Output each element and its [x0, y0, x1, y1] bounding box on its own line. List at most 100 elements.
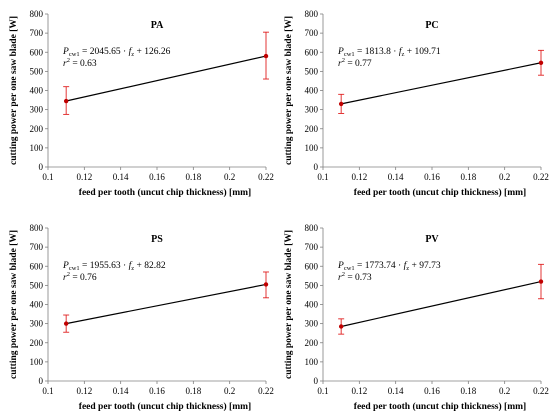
r-squared: r2 = 0.77	[338, 57, 372, 69]
x-tick-label: 0.22	[258, 172, 274, 182]
r2-var: r	[338, 59, 342, 69]
y-tick-label: 500	[305, 280, 319, 290]
eq-lhs: P	[62, 261, 69, 271]
data-point	[538, 279, 544, 284]
chart-panel-ps: 0 100 200 300 400 500 600 700 800 0.1 0.12 0.14 0.16…	[9, 223, 274, 412]
r2-sup: 2	[342, 57, 345, 64]
y-tick-label: 600	[30, 47, 44, 57]
y-tick-label: 200	[305, 124, 319, 134]
eq-var: f	[404, 260, 408, 271]
x-tick-label: 0.14	[388, 172, 404, 182]
r2-var: r	[63, 273, 67, 283]
x-tick-label: 0.16	[424, 386, 440, 396]
x-axis-title: feed per tooth (uncut chip thickness) [m…	[79, 401, 251, 412]
eq-rhs-b: + 126.26	[134, 47, 170, 57]
r2-sup: 2	[67, 271, 70, 278]
eq-rhs-b: + 82.82	[134, 261, 166, 271]
r2-rhs: = 0.73	[345, 273, 372, 283]
eq-lhs-sub: cw1	[344, 51, 355, 58]
y-tick-label: 200	[30, 338, 44, 348]
y-tick-label: 100	[30, 357, 44, 367]
data-point	[338, 324, 344, 329]
r2-sup: 2	[342, 271, 345, 278]
series-line	[341, 62, 542, 105]
x-axis-title: feed per tooth (uncut chip thickness) [m…	[79, 187, 251, 198]
x-tick-label: 0.22	[258, 386, 274, 396]
y-tick-label: 100	[30, 143, 44, 153]
x-tick-label: 0.12	[76, 172, 92, 182]
y-tick-label: 700	[30, 242, 44, 252]
x-axis-title: feed per tooth (uncut chip thickness) [m…	[354, 401, 526, 412]
eq-var: f	[129, 46, 133, 57]
y-tick-label: 800	[305, 223, 319, 233]
r2-sup: 2	[67, 57, 70, 64]
r2-rhs: = 0.63	[70, 59, 97, 69]
series-line	[66, 283, 267, 325]
eq-var-sub: z	[401, 51, 404, 58]
r2-var: r	[338, 273, 342, 283]
y-tick-label: 500	[30, 66, 44, 76]
y-tick-label: 300	[30, 105, 44, 115]
y-axis-title: cutting power per one saw blade [W]	[9, 16, 19, 165]
y-tick-label: 500	[30, 280, 44, 290]
eq-var-sub: z	[131, 265, 134, 272]
regression-equation: Pcw1 = 1955.63 · fz + 82.82	[62, 260, 166, 272]
x-tick-label: 0.1	[317, 172, 328, 182]
r2-rhs: = 0.77	[345, 59, 372, 69]
panel-title: PV	[425, 234, 439, 245]
eq-var: f	[399, 46, 403, 57]
x-tick-label: 0.12	[351, 386, 367, 396]
eq-lhs-sub: cw1	[344, 265, 355, 272]
chart-panel-pc: 0 100 200 300 400 500 600 700 800 0.1 0.12 0.14 0.16…	[284, 9, 549, 198]
x-tick-label: 0.1	[42, 386, 53, 396]
y-tick-label: 100	[305, 143, 319, 153]
x-tick-label: 0.22	[533, 386, 549, 396]
y-tick-label: 800	[305, 9, 319, 19]
x-tick-label: 0.18	[185, 386, 201, 396]
eq-lhs: P	[337, 261, 344, 271]
y-tick-label: 700	[305, 28, 319, 38]
x-tick-label: 0.14	[388, 386, 404, 396]
data-point	[538, 60, 544, 65]
y-tick-label: 0	[314, 162, 319, 172]
x-tick-label: 0.12	[76, 386, 92, 396]
x-tick-label: 0.12	[351, 172, 367, 182]
x-axis-title: feed per tooth (uncut chip thickness) [m…	[354, 187, 526, 198]
r2-rhs: = 0.76	[70, 273, 97, 283]
y-axis-title: cutting power per one saw blade [W]	[9, 230, 19, 379]
y-tick-label: 400	[305, 300, 319, 310]
regression-equation: Pcw1 = 1773.74 · fz + 97.73	[337, 260, 441, 272]
x-tick-label: 0.1	[42, 172, 53, 182]
eq-lhs: P	[337, 47, 344, 57]
data-point	[263, 53, 269, 59]
x-tick-label: 0.16	[424, 172, 440, 182]
y-tick-label: 600	[305, 47, 319, 57]
eq-var-sub: z	[406, 265, 409, 272]
y-tick-label: 400	[30, 86, 44, 96]
x-tick-label: 0.18	[185, 172, 201, 182]
y-tick-label: 800	[30, 9, 44, 19]
y-tick-label: 700	[305, 242, 319, 252]
y-tick-label: 500	[305, 66, 319, 76]
eq-rhs-a: = 2045.65 ·	[80, 47, 129, 57]
y-axis-title: cutting power per one saw blade [W]	[284, 16, 294, 165]
r2-var: r	[63, 59, 67, 69]
y-tick-label: 300	[305, 319, 319, 329]
x-tick-label: 0.14	[113, 172, 129, 182]
r-squared: r2 = 0.63	[63, 57, 97, 69]
y-tick-label: 700	[30, 28, 44, 38]
panel-title: PS	[151, 234, 163, 245]
x-tick-label: 0.16	[149, 386, 165, 396]
eq-rhs-a: = 1813.8 ·	[355, 47, 399, 57]
y-tick-label: 300	[305, 105, 319, 115]
regression-equation: Pcw1 = 2045.65 · fz + 126.26	[62, 46, 171, 58]
x-tick-label: 0.22	[533, 172, 549, 182]
x-tick-label: 0.18	[460, 386, 476, 396]
y-axis-title: cutting power per one saw blade [W]	[284, 230, 294, 379]
y-tick-label: 200	[30, 124, 44, 134]
eq-rhs-a: = 1773.74 ·	[355, 261, 404, 271]
x-tick-label: 0.14	[113, 386, 129, 396]
eq-rhs-b: + 97.73	[409, 261, 441, 271]
x-tick-label: 0.2	[224, 172, 235, 182]
